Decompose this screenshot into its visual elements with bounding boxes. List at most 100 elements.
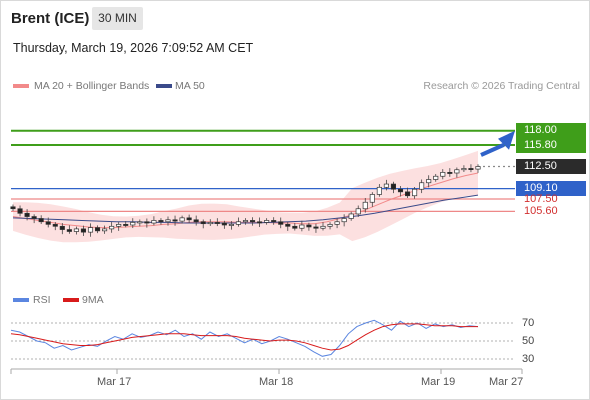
candle-body bbox=[45, 221, 51, 225]
candle-body bbox=[102, 228, 108, 232]
candle-body bbox=[214, 222, 220, 224]
candle-body bbox=[123, 224, 129, 226]
candle-body bbox=[320, 225, 326, 229]
price-tag: 112.50 bbox=[516, 159, 586, 174]
candle-body bbox=[306, 224, 312, 228]
candle-body bbox=[116, 224, 122, 227]
candle-body bbox=[355, 208, 361, 215]
candle-body bbox=[257, 221, 263, 224]
x-tick-label: Mar 18 bbox=[259, 376, 294, 388]
x-tick-label: Mar 17 bbox=[97, 376, 132, 388]
candle-body bbox=[475, 166, 481, 170]
candle-body bbox=[376, 186, 382, 195]
candle-body bbox=[264, 220, 270, 223]
candle-body bbox=[271, 220, 277, 223]
candle-body bbox=[433, 175, 439, 180]
candle-body bbox=[249, 220, 256, 223]
ma20-legend-label: MA 20 + Bollinger Bands bbox=[34, 80, 150, 92]
candle-body bbox=[461, 168, 467, 171]
bollinger-band-fill bbox=[13, 150, 478, 243]
candle-body bbox=[179, 217, 185, 222]
candle-body bbox=[454, 169, 460, 174]
candle-body bbox=[80, 228, 87, 233]
candle-body bbox=[334, 221, 340, 225]
ma20-swatch bbox=[13, 84, 29, 88]
candle-body bbox=[186, 217, 192, 221]
candle-body bbox=[397, 188, 404, 193]
candle-body bbox=[207, 222, 213, 225]
candle-body bbox=[292, 225, 298, 229]
bollinger-band bbox=[13, 150, 478, 243]
rsi-ma-legend-label: 9MA bbox=[82, 294, 104, 306]
candle-body bbox=[412, 188, 418, 197]
credit-text: Research © 2026 Trading Central bbox=[423, 80, 580, 92]
candle-body bbox=[228, 224, 234, 226]
rsi-tick-70: 70 bbox=[522, 317, 535, 329]
x-tick-label: Mar 27 bbox=[489, 376, 524, 388]
rsi-ma-line bbox=[10, 323, 478, 351]
candle-body bbox=[440, 172, 446, 177]
candle-body bbox=[390, 183, 397, 190]
candle-body bbox=[10, 206, 16, 210]
instrument-title: Brent (ICE) bbox=[11, 10, 90, 27]
candle-body bbox=[235, 221, 242, 225]
header-bar: Brent (ICE) 30 MIN bbox=[0, 0, 590, 36]
price-tag: 109.10 bbox=[516, 181, 586, 197]
rsi-tick-30: 30 bbox=[522, 353, 535, 365]
candle-body bbox=[383, 183, 389, 188]
candle-body bbox=[151, 220, 157, 224]
candle-body bbox=[52, 224, 58, 227]
candle-body bbox=[193, 219, 199, 223]
candle-body bbox=[17, 208, 23, 214]
candle-body bbox=[468, 168, 474, 170]
candle-body bbox=[447, 172, 453, 174]
candle-body bbox=[327, 224, 333, 227]
candle-body bbox=[94, 227, 101, 232]
rsi-legend-label: RSI bbox=[33, 294, 51, 306]
candle-body bbox=[109, 225, 115, 230]
candle-body bbox=[66, 229, 72, 232]
candle-body bbox=[165, 219, 171, 223]
candle-body bbox=[242, 220, 249, 223]
rsi-ma-swatch bbox=[63, 298, 79, 302]
candle-body bbox=[419, 182, 425, 190]
rsi-line bbox=[10, 319, 479, 357]
candle-body bbox=[172, 219, 178, 222]
rsi-tick-50: 50 bbox=[522, 335, 535, 347]
candle-body bbox=[348, 213, 354, 219]
candle-body bbox=[313, 226, 319, 229]
arrow-head bbox=[498, 130, 515, 150]
price-tag: 115.80 bbox=[516, 137, 586, 153]
price-tag: 118.00 bbox=[516, 123, 586, 139]
projection-arrow bbox=[480, 130, 515, 157]
candle-body bbox=[137, 221, 143, 224]
price-tag: 107.50 bbox=[524, 192, 558, 205]
timeframe-button[interactable]: 30 MIN bbox=[92, 7, 143, 30]
candle-body bbox=[59, 225, 65, 230]
candle-body bbox=[341, 218, 347, 223]
candle-body bbox=[200, 221, 206, 225]
candle-body bbox=[24, 212, 30, 217]
ma50-legend-label: MA 50 bbox=[175, 80, 205, 92]
price-tag: 105.60 bbox=[524, 204, 558, 217]
ma50-swatch bbox=[156, 84, 172, 88]
candle-body bbox=[278, 221, 284, 225]
x-axis bbox=[10, 368, 523, 374]
candle-body bbox=[285, 224, 291, 227]
candle-body bbox=[130, 222, 136, 226]
candle-body bbox=[404, 191, 411, 197]
level-lines bbox=[11, 129, 515, 212]
candle-body bbox=[38, 218, 44, 223]
x-tick-label: Mar 19 bbox=[421, 376, 456, 388]
candle-body bbox=[369, 194, 375, 203]
candle-body bbox=[221, 222, 227, 226]
candle-body bbox=[362, 201, 368, 210]
candles bbox=[10, 164, 481, 237]
candle-body bbox=[31, 216, 37, 219]
candle-body bbox=[87, 227, 94, 233]
rsi-panel bbox=[10, 319, 515, 360]
candle-body bbox=[426, 179, 432, 184]
candle-body bbox=[158, 220, 164, 223]
candle-body bbox=[73, 228, 79, 232]
